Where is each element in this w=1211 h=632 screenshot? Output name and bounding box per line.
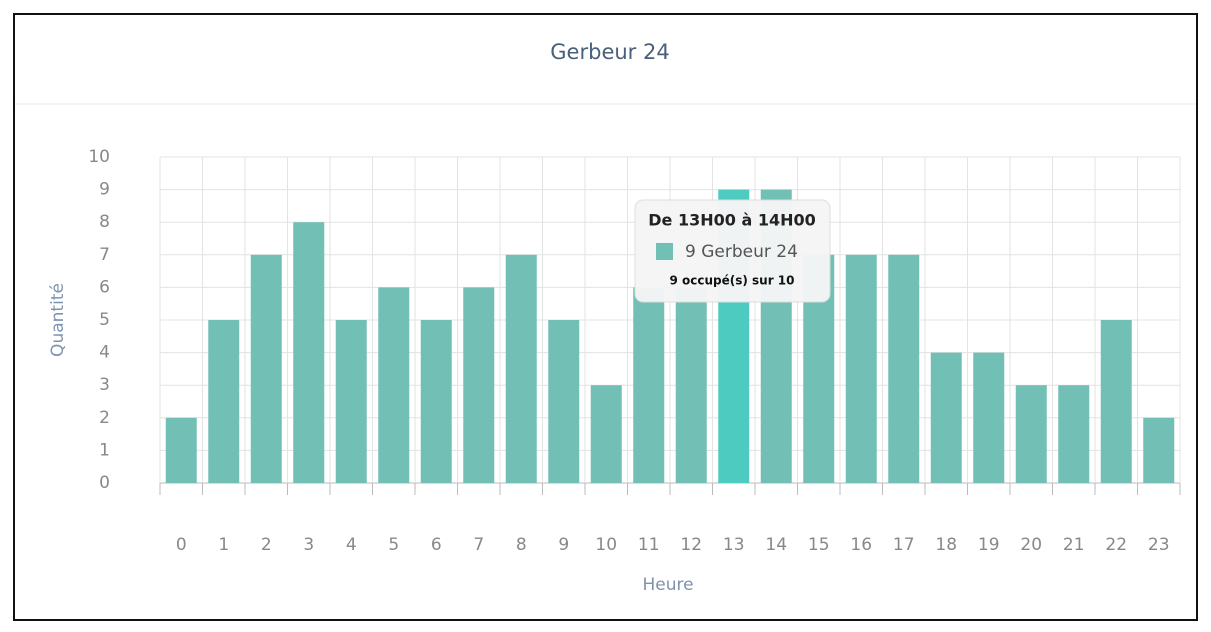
x-tick-label: 15 bbox=[808, 535, 830, 555]
y-tick-label: 3 bbox=[99, 375, 110, 395]
bar bbox=[208, 320, 240, 483]
y-tick-label: 4 bbox=[99, 343, 110, 363]
y-tick-label: 2 bbox=[99, 408, 110, 428]
bar bbox=[888, 254, 920, 483]
y-axis-label: Quantité bbox=[48, 283, 68, 357]
y-tick-label: 5 bbox=[99, 310, 110, 330]
bar bbox=[675, 287, 707, 483]
x-tick-label: 17 bbox=[893, 535, 915, 555]
x-tick-label: 18 bbox=[935, 535, 957, 555]
x-tick-label: 13 bbox=[723, 535, 745, 555]
bar bbox=[165, 417, 197, 483]
x-tick-label: 9 bbox=[558, 535, 569, 555]
bar bbox=[505, 254, 537, 483]
x-tick-label: 7 bbox=[473, 535, 484, 555]
x-tick-label: 0 bbox=[176, 535, 187, 555]
x-tick-label: 8 bbox=[516, 535, 527, 555]
y-tick-label: 0 bbox=[99, 473, 110, 493]
tooltip-title: De 13H00 à 14H00 bbox=[648, 211, 815, 230]
tooltip-series-name: Gerbeur 24 bbox=[701, 242, 798, 262]
x-tick-label: 1 bbox=[218, 535, 229, 555]
tooltip-value: 9 Gerbeur 24 bbox=[685, 242, 798, 262]
y-tick-label: 9 bbox=[99, 180, 110, 200]
bar bbox=[973, 352, 1005, 483]
tooltip-box bbox=[634, 199, 831, 303]
bar bbox=[1100, 320, 1132, 483]
x-tick-label: 14 bbox=[765, 535, 787, 555]
x-tick-label: 6 bbox=[431, 535, 442, 555]
x-tick-label: 19 bbox=[978, 535, 1000, 555]
x-tick-label: 5 bbox=[388, 535, 399, 555]
bar bbox=[548, 320, 580, 483]
frame bbox=[13, 13, 1198, 621]
x-tick-label: 4 bbox=[346, 535, 357, 555]
bar bbox=[1143, 417, 1175, 483]
x-tick-label: 20 bbox=[1020, 535, 1042, 555]
x-tick-label: 10 bbox=[595, 535, 617, 555]
bar bbox=[378, 287, 410, 483]
y-tick-label: 6 bbox=[99, 277, 110, 297]
bar bbox=[250, 254, 282, 483]
bar bbox=[463, 287, 495, 483]
x-tick-label: 11 bbox=[638, 535, 660, 555]
y-tick-label: 7 bbox=[99, 245, 110, 265]
bar bbox=[420, 320, 452, 483]
bar bbox=[633, 287, 665, 483]
x-tick-label: 23 bbox=[1148, 535, 1170, 555]
x-tick-label: 2 bbox=[261, 535, 272, 555]
bar bbox=[930, 352, 962, 483]
bar bbox=[335, 320, 367, 483]
bar bbox=[1015, 385, 1047, 483]
tooltip-value-number: 9 bbox=[685, 242, 696, 262]
x-tick-label: 16 bbox=[850, 535, 872, 555]
bar bbox=[845, 254, 877, 483]
x-tick-label: 21 bbox=[1063, 535, 1085, 555]
y-tick-label: 10 bbox=[88, 147, 110, 167]
x-axis-label: Heure bbox=[642, 575, 693, 595]
bar bbox=[1058, 385, 1090, 483]
bar bbox=[293, 222, 325, 483]
x-tick-label: 12 bbox=[680, 535, 702, 555]
x-tick-label: 22 bbox=[1105, 535, 1127, 555]
tooltip-swatch bbox=[656, 243, 673, 260]
bar bbox=[590, 385, 622, 483]
y-tick-label: 1 bbox=[99, 440, 110, 460]
tooltip-note: 9 occupé(s) sur 10 bbox=[669, 274, 794, 288]
chart-title: Gerbeur 24 bbox=[550, 40, 669, 64]
x-tick-label: 3 bbox=[303, 535, 314, 555]
y-tick-label: 8 bbox=[99, 212, 110, 232]
